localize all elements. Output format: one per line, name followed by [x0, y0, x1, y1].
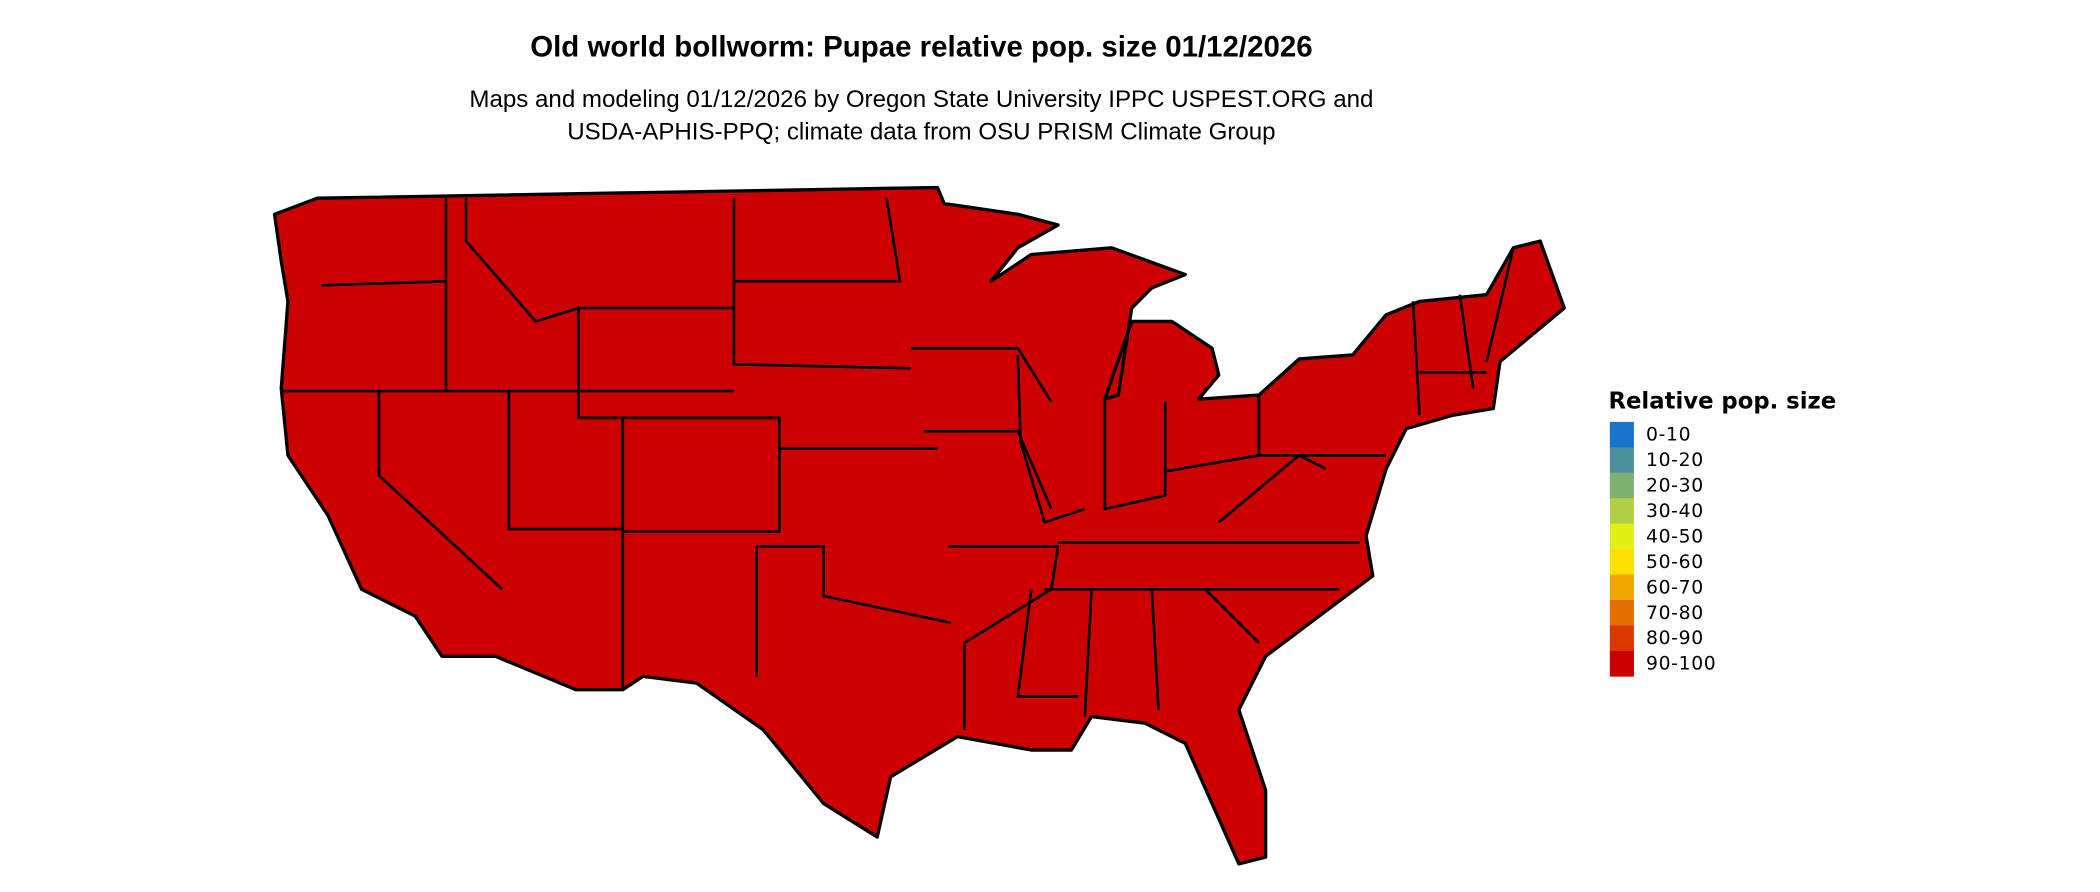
- legend-swatch: [1609, 650, 1634, 677]
- us-outline: [272, 185, 1566, 866]
- map-subtitle-line1: Maps and modeling 01/12/2026 by Oregon S…: [469, 86, 1373, 113]
- legend-swatch: [1609, 421, 1634, 448]
- legend-swatch: [1609, 523, 1634, 550]
- legend-swatch: [1609, 625, 1634, 652]
- legend: Relative pop. size 0-10 10-20 20-30 30-40 40…: [1608, 389, 1836, 677]
- legend-label: 20-30: [1646, 476, 1704, 497]
- state-boundaries: [281, 198, 1515, 730]
- legend-swatch: [1609, 549, 1634, 575]
- legend-swatch: [1609, 447, 1634, 474]
- legend-title: Relative pop. size: [1608, 389, 1836, 415]
- legend-label: 80-90: [1646, 628, 1704, 649]
- legend-swatch: [1609, 574, 1634, 601]
- legend-label: 60-70: [1646, 577, 1704, 598]
- legend-swatch: [1609, 600, 1634, 626]
- map-title: Old world bollworm: Pupae relative pop. …: [530, 30, 1312, 63]
- us-map: [272, 185, 1566, 866]
- legend-label: 70-80: [1646, 603, 1704, 624]
- legend-swatch: [1609, 472, 1634, 499]
- legend-label: 10-20: [1646, 450, 1704, 471]
- map-subtitle-line2: USDA-APHIS-PPQ; climate data from OSU PR…: [567, 118, 1275, 145]
- legend-label: 30-40: [1646, 501, 1704, 522]
- legend-label: 50-60: [1646, 552, 1704, 573]
- legend-label: 90-100: [1646, 654, 1716, 675]
- legend-swatch: [1609, 498, 1634, 524]
- legend-label: 0-10: [1646, 425, 1691, 446]
- legend-label: 40-50: [1646, 526, 1704, 547]
